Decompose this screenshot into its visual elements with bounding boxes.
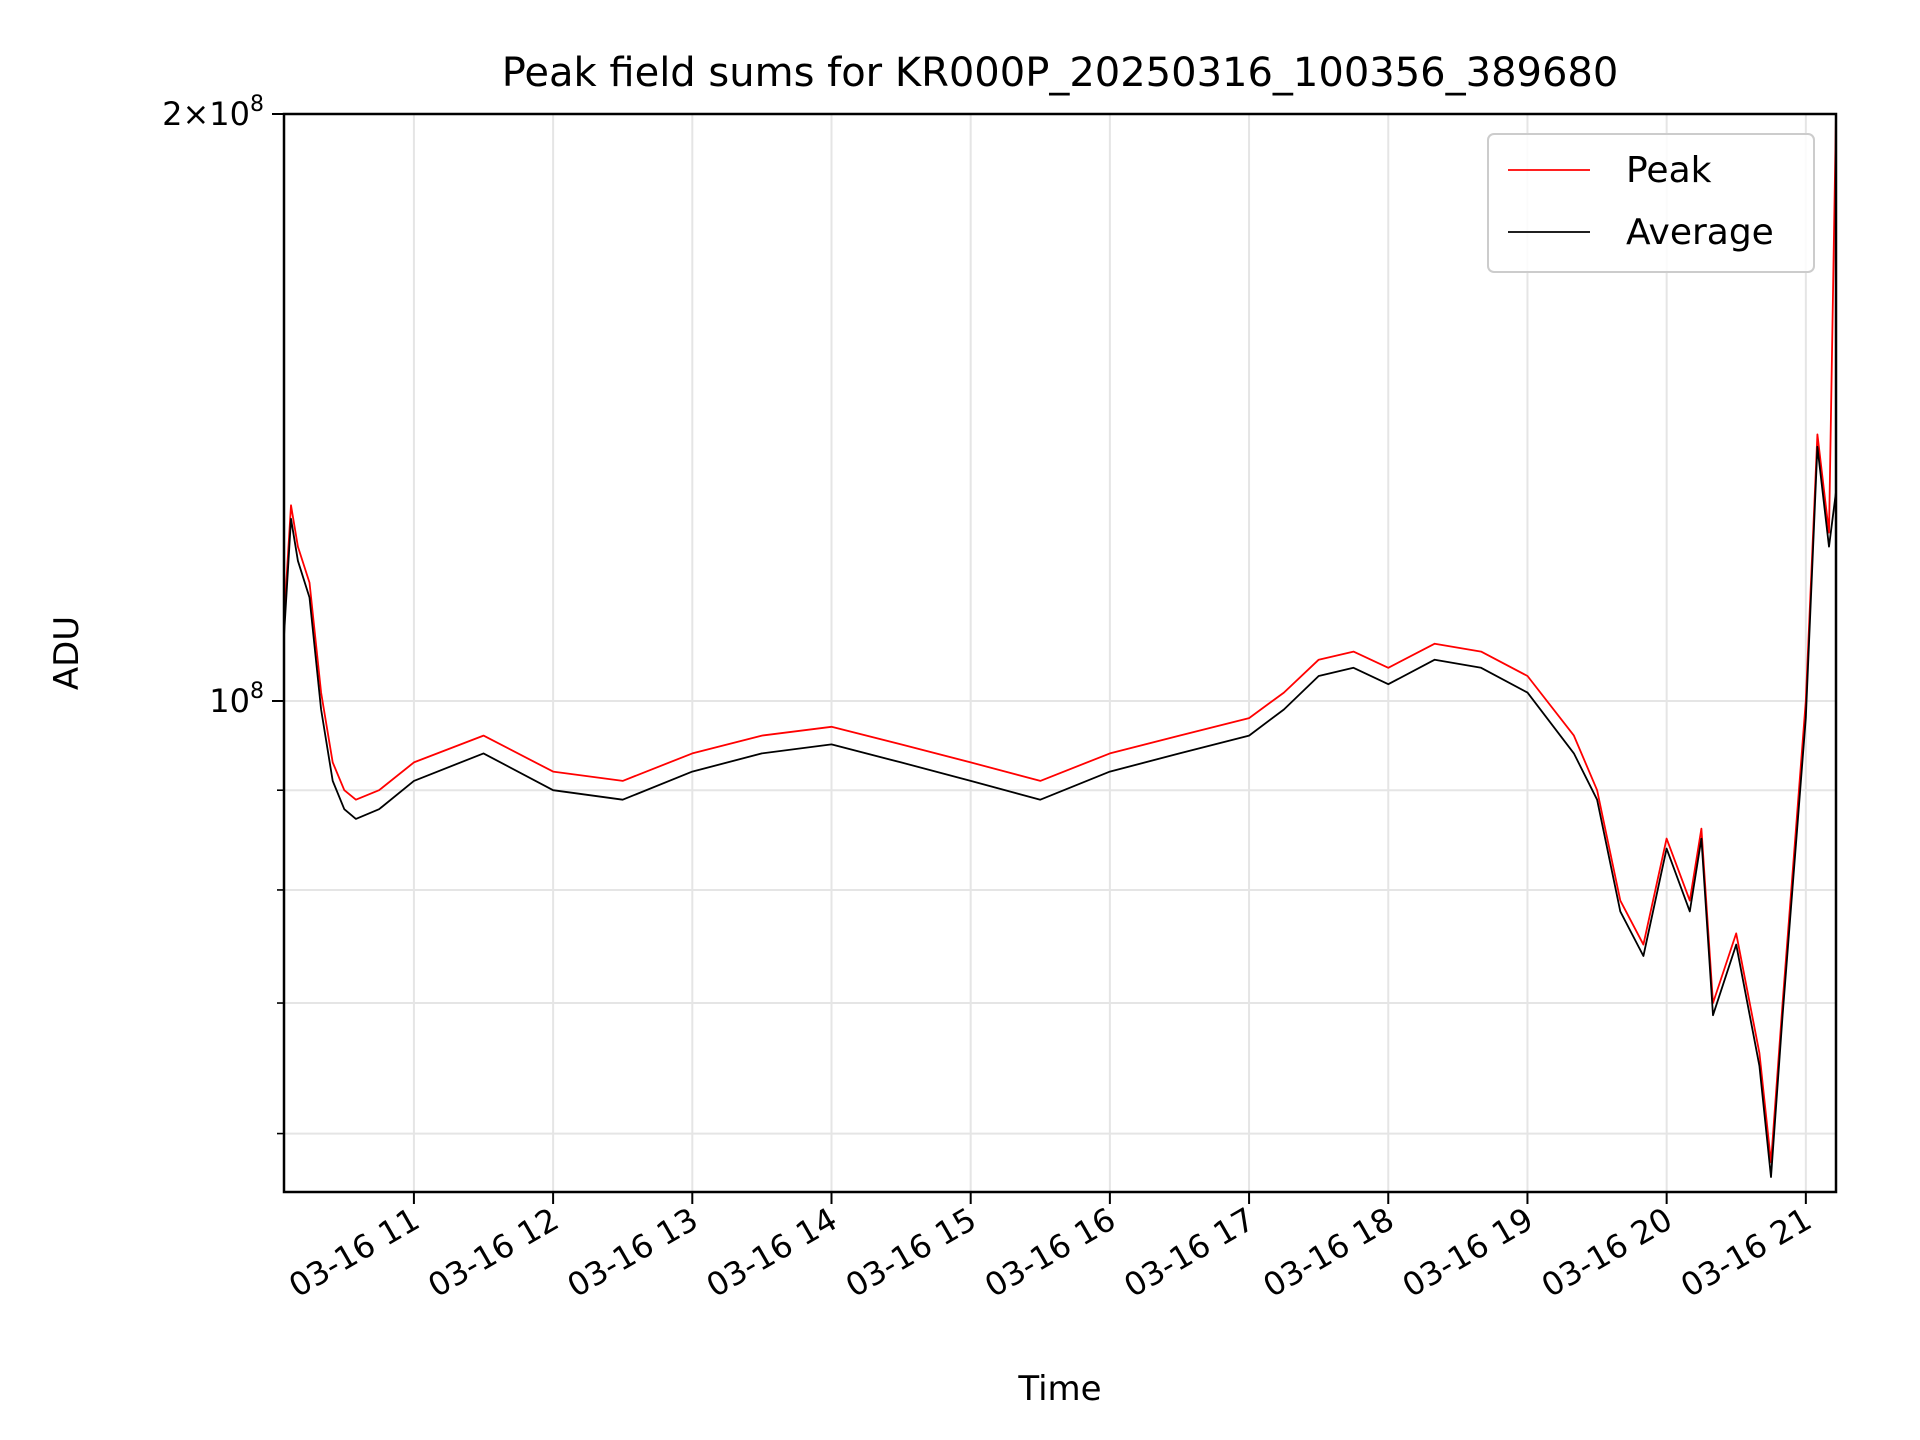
legend-label-average: Average (1626, 212, 1774, 253)
series-line-average (283, 445, 1837, 1178)
legend-box (1487, 133, 1815, 273)
y-tick-label: 108 (209, 679, 264, 720)
x-axis-label: Time (1017, 1369, 1101, 1409)
plot-frame (282, 112, 1838, 1194)
grid (284, 113, 1836, 1192)
y-axis: 108 2×108 (162, 92, 284, 1135)
chart-title: Peak field sums for KR000P_20250316_1003… (502, 50, 1619, 96)
series-line-peak (283, 113, 1837, 1164)
series-layer (283, 113, 1837, 1178)
legend: Peak Average (1487, 133, 1815, 273)
y-axis-label: ADU (47, 616, 87, 690)
legend-label-peak: Peak (1626, 150, 1712, 191)
y-tick-label: 2×108 (162, 92, 264, 133)
